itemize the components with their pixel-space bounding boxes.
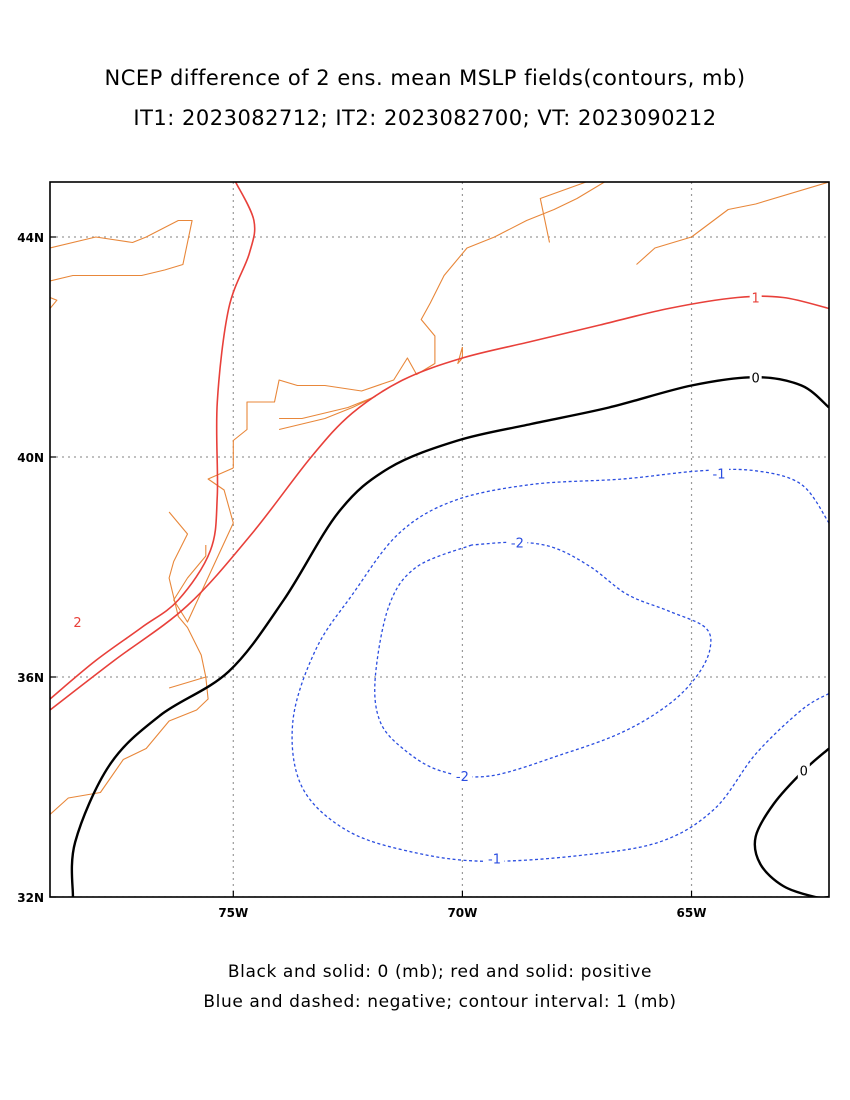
y-tick-label: 36N bbox=[17, 671, 44, 685]
axis-ticks: 75W 70W 65W 32N 36N 40N 44N bbox=[17, 231, 706, 920]
legend-line-2: Blue and dashed: negative; contour inter… bbox=[203, 992, 677, 1012]
coastline bbox=[50, 296, 58, 309]
contour-label: -1 bbox=[488, 853, 501, 868]
contour-label: -2 bbox=[511, 536, 524, 551]
coastline bbox=[50, 219, 193, 282]
contour-label: 0 bbox=[800, 765, 808, 780]
contour-label: -1 bbox=[713, 468, 726, 483]
y-tick-label: 32N bbox=[17, 891, 44, 905]
contour-label: -2 bbox=[456, 770, 469, 785]
contour-label-bg bbox=[484, 850, 505, 867]
plot-frame bbox=[49, 181, 830, 898]
x-tick-label: 75W bbox=[218, 906, 248, 920]
y-tick-label: 40N bbox=[17, 451, 44, 465]
contour-label-bg bbox=[709, 465, 730, 482]
coastline bbox=[539, 182, 587, 243]
coastline bbox=[168, 676, 206, 689]
contour-line-1 bbox=[50, 295, 829, 711]
x-tick-label: 65W bbox=[677, 906, 707, 920]
contour-label-bg bbox=[452, 768, 473, 784]
map-title: NCEP difference of 2 ens. mean MSLP fiel… bbox=[104, 66, 746, 90]
contour-label-bg bbox=[749, 369, 762, 386]
legend-line-1: Black and solid: 0 (mb); red and solid: … bbox=[227, 962, 653, 982]
contour-line-0 bbox=[70, 376, 829, 897]
coastline bbox=[173, 467, 234, 623]
coastline bbox=[457, 346, 463, 365]
coastline bbox=[636, 182, 829, 265]
contour-label: 1 bbox=[752, 292, 760, 307]
y-tick-label: 44N bbox=[17, 231, 44, 245]
x-tick-label: 70W bbox=[447, 906, 477, 920]
contour-label: 2 bbox=[73, 616, 81, 631]
contour-label: 0 bbox=[752, 371, 760, 386]
contour-line-2 bbox=[50, 182, 256, 700]
plot-area bbox=[50, 182, 829, 897]
contour-label-bg bbox=[507, 534, 528, 551]
contour-line-neg1 bbox=[291, 468, 829, 862]
contour-labels: 2 1 0 0 -1 -1 -2 -2 bbox=[71, 289, 810, 868]
map-subtitle-init-times: IT1: 2023082712; IT2: 2023082700; VT: 20… bbox=[133, 106, 717, 130]
contour-label-bg bbox=[797, 762, 810, 779]
contour-label-bg bbox=[71, 614, 84, 630]
contour-label-bg bbox=[749, 289, 762, 306]
